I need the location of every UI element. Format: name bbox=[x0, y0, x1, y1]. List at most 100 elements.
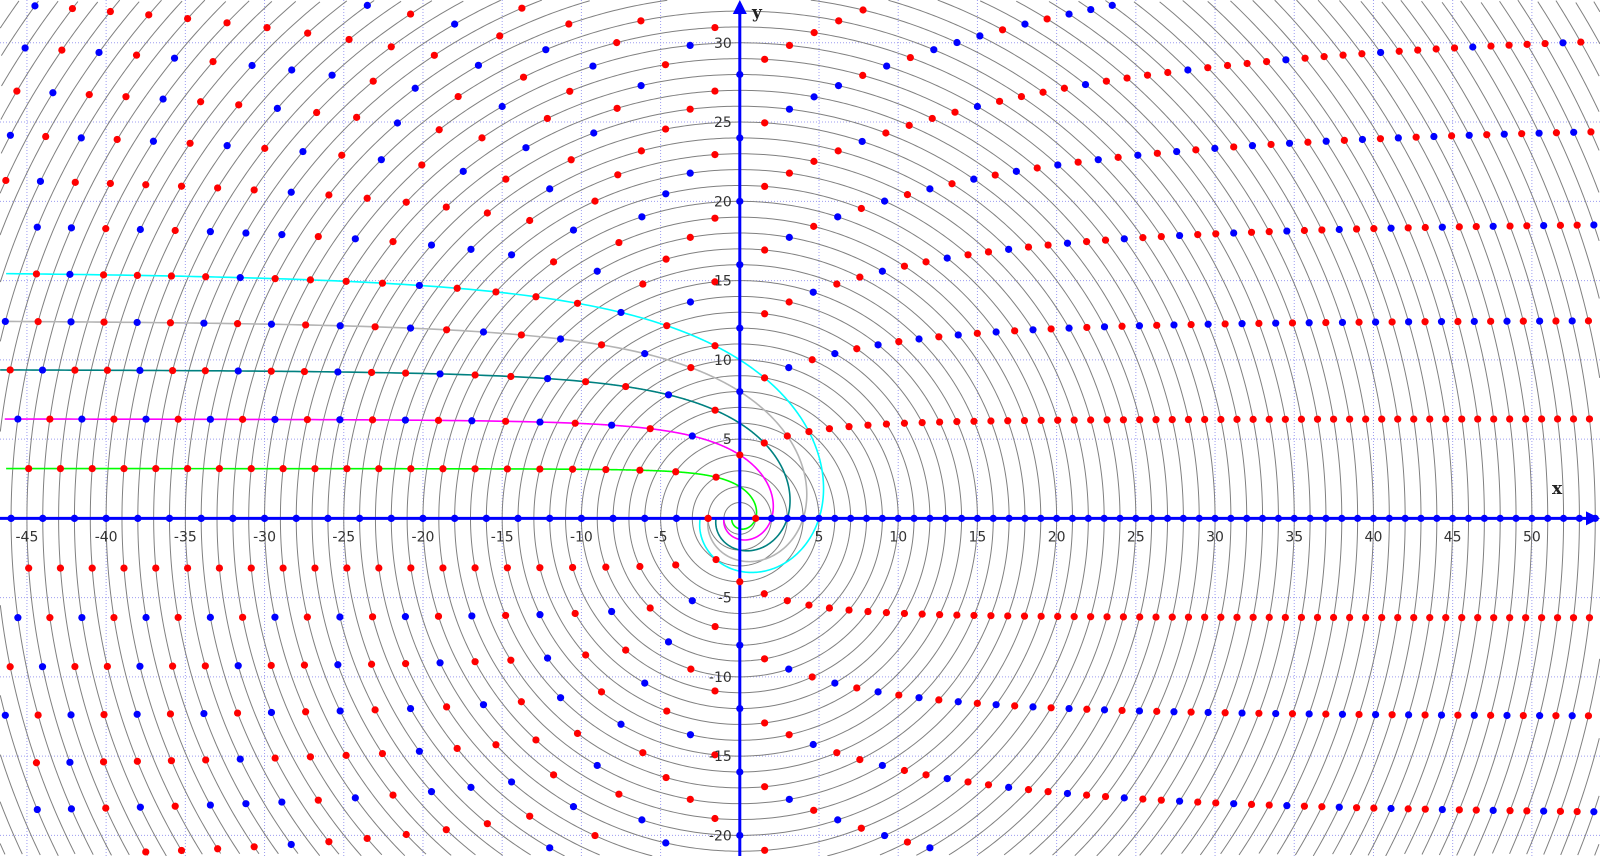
data-point bbox=[223, 142, 231, 150]
data-point bbox=[918, 610, 926, 618]
data-point bbox=[864, 607, 872, 616]
data-point bbox=[1136, 613, 1144, 621]
data-point bbox=[565, 20, 573, 28]
data-point bbox=[1523, 40, 1531, 48]
data-point bbox=[859, 6, 867, 14]
x-tick-label: -10 bbox=[570, 529, 593, 545]
data-point bbox=[845, 423, 853, 431]
data-point bbox=[1265, 228, 1273, 236]
data-point bbox=[1370, 225, 1378, 233]
data-point bbox=[1087, 5, 1095, 14]
data-point bbox=[1274, 514, 1283, 522]
data-point bbox=[549, 258, 558, 266]
data-point bbox=[214, 845, 222, 853]
data-point bbox=[375, 564, 383, 572]
data-point bbox=[67, 224, 76, 232]
data-point bbox=[507, 372, 515, 381]
data-point bbox=[761, 310, 769, 318]
data-point bbox=[88, 564, 96, 572]
data-point bbox=[622, 646, 630, 654]
data-point bbox=[152, 465, 160, 473]
x-tick-label: -15 bbox=[491, 529, 514, 545]
data-point bbox=[1318, 803, 1326, 811]
data-point bbox=[1528, 514, 1536, 522]
data-point bbox=[864, 421, 872, 429]
y-tick-label: 30 bbox=[714, 36, 732, 52]
data-point bbox=[1339, 51, 1347, 59]
data-point bbox=[1029, 703, 1037, 711]
data-point bbox=[672, 561, 680, 569]
radius-circle bbox=[0, 0, 1501, 856]
data-point bbox=[336, 416, 344, 424]
data-point bbox=[467, 245, 475, 253]
data-point bbox=[1570, 128, 1578, 136]
data-point bbox=[343, 564, 351, 572]
data-point bbox=[336, 613, 344, 621]
x-tick-label: 50 bbox=[1523, 529, 1541, 545]
data-point bbox=[1135, 707, 1144, 715]
data-point bbox=[857, 824, 865, 832]
data-point bbox=[471, 564, 479, 572]
data-point bbox=[1047, 325, 1055, 333]
data-point bbox=[1168, 415, 1176, 424]
data-point bbox=[760, 374, 769, 382]
data-point bbox=[1421, 223, 1429, 232]
radius-circle bbox=[200, 0, 1279, 856]
data-point bbox=[783, 597, 791, 605]
data-point bbox=[1233, 415, 1241, 423]
data-point bbox=[686, 298, 695, 306]
data-point bbox=[1405, 711, 1413, 719]
data-point bbox=[1573, 221, 1581, 229]
data-point bbox=[882, 129, 890, 137]
data-point bbox=[1005, 783, 1013, 791]
data-point bbox=[1282, 56, 1290, 64]
data-point bbox=[1221, 709, 1229, 717]
data-point bbox=[953, 38, 961, 47]
data-point bbox=[853, 345, 861, 353]
radius-circle bbox=[216, 0, 1264, 856]
data-point bbox=[810, 93, 818, 101]
data-point bbox=[711, 751, 719, 759]
data-point bbox=[233, 709, 242, 717]
data-point bbox=[1070, 416, 1078, 424]
data-point bbox=[593, 267, 601, 275]
data-point bbox=[831, 514, 839, 522]
data-point bbox=[267, 367, 275, 375]
data-point bbox=[271, 415, 279, 424]
data-point bbox=[900, 609, 909, 618]
data-point bbox=[1362, 613, 1370, 622]
data-point bbox=[113, 135, 121, 144]
data-point bbox=[935, 696, 943, 704]
data-point bbox=[1211, 514, 1219, 522]
data-point bbox=[942, 514, 950, 522]
data-point bbox=[1004, 612, 1012, 620]
data-point bbox=[1568, 317, 1576, 325]
data-point bbox=[313, 108, 321, 117]
radius-circle bbox=[1555, 0, 1600, 77]
data-point bbox=[507, 778, 516, 786]
data-point bbox=[882, 420, 891, 428]
data-point bbox=[569, 465, 577, 473]
data-point bbox=[1238, 709, 1246, 717]
data-point bbox=[526, 216, 534, 225]
data-point bbox=[1536, 712, 1544, 720]
data-point bbox=[1437, 318, 1446, 326]
data-point bbox=[1523, 807, 1531, 815]
data-point bbox=[363, 194, 371, 202]
data-point bbox=[368, 416, 377, 424]
data-point bbox=[56, 465, 65, 473]
data-point bbox=[136, 662, 144, 670]
data-point bbox=[14, 415, 22, 423]
data-point bbox=[1179, 514, 1187, 522]
data-point bbox=[1569, 614, 1578, 622]
data-point bbox=[883, 62, 891, 70]
data-point bbox=[200, 709, 208, 718]
data-point bbox=[825, 604, 834, 612]
data-point bbox=[900, 766, 909, 775]
data-point bbox=[517, 331, 525, 339]
data-point bbox=[711, 214, 719, 222]
data-point bbox=[133, 271, 141, 279]
data-point bbox=[615, 238, 623, 247]
data-point bbox=[641, 514, 649, 522]
data-point bbox=[910, 514, 918, 522]
